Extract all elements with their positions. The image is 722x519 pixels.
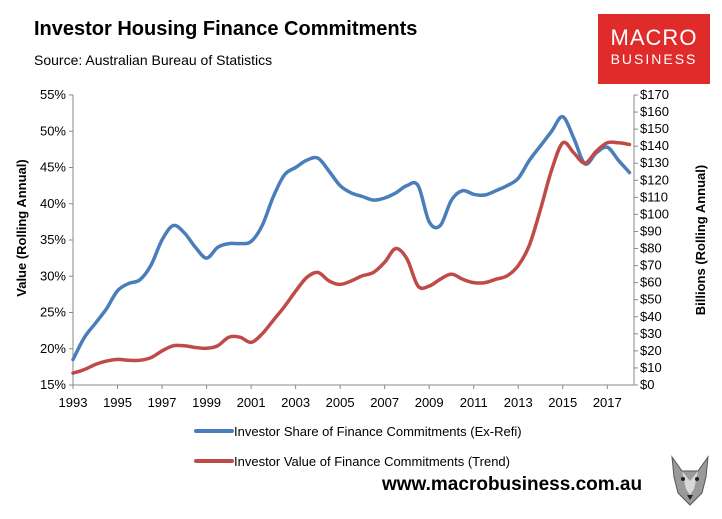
right-tick-label: $160 — [640, 104, 669, 119]
x-tick-label: 2017 — [593, 395, 622, 410]
right-tick-label: $150 — [640, 121, 669, 136]
y2-axis-title: Billions (Rolling Annual) — [693, 165, 708, 315]
macrobusiness-logo: MACRO BUSINESS — [598, 14, 710, 84]
right-tick-label: $80 — [640, 241, 662, 256]
left-tick-label: 15% — [40, 377, 66, 392]
x-tick-label: 1993 — [59, 395, 88, 410]
right-tick-label: $120 — [640, 172, 669, 187]
left-tick-label: 45% — [40, 160, 66, 175]
x-tick-label: 2003 — [281, 395, 310, 410]
x-tick-label: 2011 — [460, 395, 488, 410]
legend-label-value: Investor Value of Finance Commitments (T… — [234, 454, 510, 469]
right-tick-label: $110 — [640, 189, 668, 204]
x-tick-label: 1997 — [148, 395, 177, 410]
x-tick-label: 2001 — [237, 395, 266, 410]
chart-axes — [72, 95, 635, 386]
wolf-mascot-icon — [671, 455, 709, 506]
right-tick-label: $70 — [640, 258, 662, 273]
x-tick-label: 2007 — [370, 395, 399, 410]
right-tick-label: $20 — [640, 343, 662, 358]
x-tick-label: 1995 — [103, 395, 132, 410]
left-tick-label: 35% — [40, 232, 66, 247]
legend-label-share: Investor Share of Finance Commitments (E… — [234, 424, 522, 439]
left-tick-label: 50% — [40, 123, 66, 138]
right-tick-label: $40 — [640, 309, 662, 324]
x-tick-label: 2005 — [326, 395, 355, 410]
left-tick-label: 30% — [40, 268, 66, 283]
left-tick-label: 55% — [40, 87, 66, 102]
right-tick-label: $170 — [640, 87, 669, 102]
x-tick-label: 1999 — [192, 395, 221, 410]
x-tick-label: 2015 — [548, 395, 577, 410]
website-url: www.macrobusiness.com.au — [382, 474, 643, 495]
right-tick-label: $130 — [640, 155, 669, 170]
right-tick-label: $30 — [640, 326, 662, 341]
left-tick-label: 25% — [40, 305, 66, 320]
x-tick-label: 2009 — [415, 395, 444, 410]
y-axis-title: Value (Rolling Annual) — [14, 159, 29, 296]
series-line-investor-share — [71, 115, 632, 362]
left-tick-label: 40% — [40, 196, 66, 211]
right-tick-label: $10 — [640, 360, 662, 375]
right-tick-label: $0 — [640, 377, 654, 392]
left-tick-label: 20% — [40, 341, 66, 356]
right-tick-label: $140 — [640, 138, 669, 153]
chart-legend: Investor Share of Finance Commitments (E… — [194, 424, 522, 469]
chart-title: Investor Housing Finance Commitments — [34, 18, 418, 40]
right-axis-ticks: $0 $10 $20 $30 $40 $50 $60 $70 $80 $90 $100 $110 $12… — [634, 87, 669, 392]
x-axis-ticks: 1993 1995 1997 1999 2001 2003 2005 2007 2009 2011… — [59, 385, 622, 410]
logo-line-2: BUSINESS — [610, 51, 698, 67]
x-tick-label: 2013 — [504, 395, 533, 410]
series-line-investor-value — [71, 140, 632, 375]
left-axis-ticks: 15% 20% 25% 30% 35% 40% 45% 50% 55% — [40, 87, 73, 392]
right-tick-label: $90 — [640, 223, 662, 238]
chart-source: Source: Australian Bureau of Statistics — [34, 52, 273, 68]
right-tick-label: $100 — [640, 206, 669, 221]
series-lines — [71, 115, 632, 375]
logo-line-1: MACRO — [610, 25, 698, 50]
right-tick-label: $50 — [640, 292, 662, 307]
right-tick-label: $60 — [640, 275, 662, 290]
